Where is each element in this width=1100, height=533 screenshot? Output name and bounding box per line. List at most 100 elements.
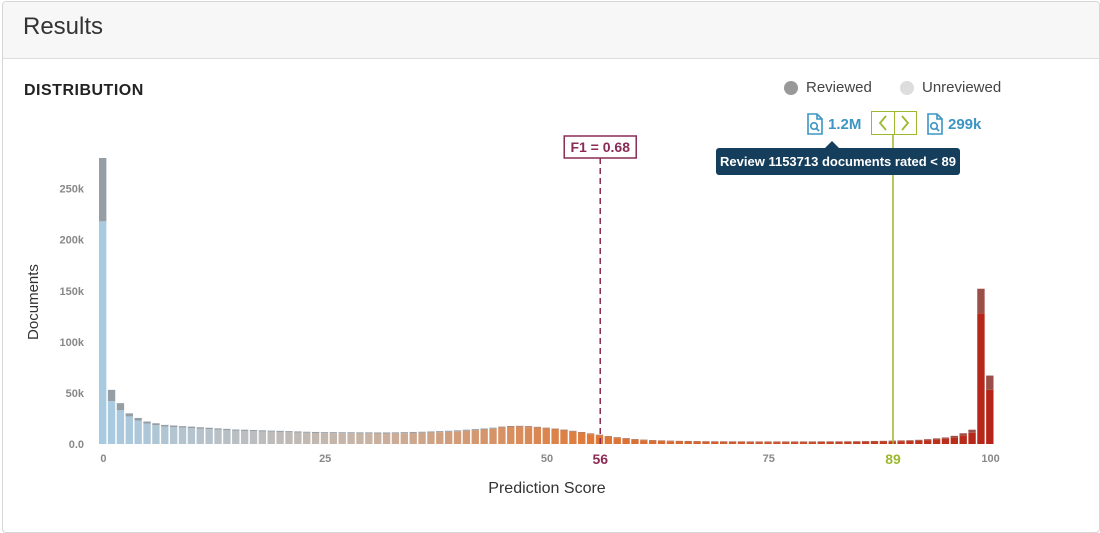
bar-unreviewed[interactable] xyxy=(418,432,426,444)
bar-unreviewed[interactable] xyxy=(808,442,817,444)
bar-reviewed[interactable] xyxy=(294,431,302,433)
bar-reviewed[interactable] xyxy=(693,441,701,442)
bar-reviewed[interactable] xyxy=(569,430,577,432)
bar-reviewed[interactable] xyxy=(764,441,772,443)
bar-reviewed[interactable] xyxy=(817,441,825,442)
bar-reviewed[interactable] xyxy=(950,435,959,438)
bar-reviewed[interactable] xyxy=(737,441,746,442)
bar-reviewed[interactable] xyxy=(400,432,408,434)
review-above-button[interactable]: 299k xyxy=(926,113,981,135)
bar-reviewed[interactable] xyxy=(240,429,249,431)
bar-unreviewed[interactable] xyxy=(471,430,479,444)
bar-reviewed[interactable] xyxy=(187,426,196,429)
legend-item-unreviewed[interactable]: Unreviewed xyxy=(900,79,1001,96)
bar-unreviewed[interactable] xyxy=(329,433,338,444)
threshold-prev-button[interactable] xyxy=(872,112,894,134)
bar-reviewed[interactable] xyxy=(382,432,391,434)
bar-unreviewed[interactable] xyxy=(400,433,408,444)
bar-unreviewed[interactable] xyxy=(320,433,329,444)
bar-reviewed[interactable] xyxy=(311,431,320,433)
bar-unreviewed[interactable] xyxy=(755,442,763,444)
bar-reviewed[interactable] xyxy=(258,430,267,432)
bar-unreviewed[interactable] xyxy=(578,432,586,444)
bar-unreviewed[interactable] xyxy=(675,441,683,444)
bar-unreviewed[interactable] xyxy=(427,432,435,444)
review-below-button[interactable]: 1.2M xyxy=(806,113,861,135)
bar-unreviewed[interactable] xyxy=(169,427,178,444)
bar-reviewed[interactable] xyxy=(755,441,763,443)
bar-reviewed[interactable] xyxy=(178,426,187,428)
bar-reviewed[interactable] xyxy=(267,430,275,432)
bar-unreviewed[interactable] xyxy=(338,433,346,444)
bar-reviewed[interactable] xyxy=(675,440,683,442)
bar-reviewed[interactable] xyxy=(169,425,178,428)
bar-unreviewed[interactable] xyxy=(453,431,462,444)
bar-unreviewed[interactable] xyxy=(879,441,888,444)
bar-unreviewed[interactable] xyxy=(790,442,799,444)
bar-reviewed[interactable] xyxy=(586,433,595,435)
bar-reviewed[interactable] xyxy=(631,439,639,440)
bar-unreviewed[interactable] xyxy=(631,439,639,444)
bar-unreviewed[interactable] xyxy=(666,441,675,444)
bar-reviewed[interactable] xyxy=(232,429,240,431)
bar-unreviewed[interactable] xyxy=(924,440,932,444)
bar-reviewed[interactable] xyxy=(719,441,728,442)
bar-reviewed[interactable] xyxy=(790,441,799,443)
bar-unreviewed[interactable] xyxy=(693,441,701,444)
bar-unreviewed[interactable] xyxy=(515,426,524,444)
bar-unreviewed[interactable] xyxy=(941,438,950,444)
bar-unreviewed[interactable] xyxy=(684,441,692,444)
bar-unreviewed[interactable] xyxy=(134,420,142,444)
bar-reviewed[interactable] xyxy=(374,432,382,434)
bar-unreviewed[interactable] xyxy=(604,436,613,444)
bar-unreviewed[interactable] xyxy=(888,441,896,444)
bar-reviewed[interactable] xyxy=(684,440,692,442)
bar-unreviewed[interactable] xyxy=(311,432,320,444)
bar-unreviewed[interactable] xyxy=(569,431,577,444)
bar-reviewed[interactable] xyxy=(515,425,524,427)
bar-unreviewed[interactable] xyxy=(977,313,985,444)
bar-unreviewed[interactable] xyxy=(542,428,550,444)
bar-reviewed[interactable] xyxy=(107,389,116,402)
bar-unreviewed[interactable] xyxy=(276,431,284,444)
bar-unreviewed[interactable] xyxy=(107,401,116,444)
bar-unreviewed[interactable] xyxy=(870,441,879,444)
bar-unreviewed[interactable] xyxy=(622,438,630,444)
bar-reviewed[interactable] xyxy=(249,430,258,432)
bar-unreviewed[interactable] xyxy=(187,428,196,444)
bar-unreviewed[interactable] xyxy=(374,433,382,444)
bar-unreviewed[interactable] xyxy=(959,435,967,444)
bar-reviewed[interactable] xyxy=(365,432,373,434)
bar-reviewed[interactable] xyxy=(640,439,648,441)
bar-reviewed[interactable] xyxy=(613,437,621,439)
bar-unreviewed[interactable] xyxy=(356,433,364,444)
bar-reviewed[interactable] xyxy=(329,432,338,434)
bar-unreviewed[interactable] xyxy=(551,429,559,445)
bar-unreviewed[interactable] xyxy=(950,437,959,444)
bar-unreviewed[interactable] xyxy=(409,432,417,444)
bar-reviewed[interactable] xyxy=(666,440,675,442)
bar-unreviewed[interactable] xyxy=(223,430,231,444)
bar-unreviewed[interactable] xyxy=(817,441,825,444)
bar-reviewed[interactable] xyxy=(622,438,630,439)
bar-unreviewed[interactable] xyxy=(719,441,728,445)
bar-reviewed[interactable] xyxy=(657,440,666,442)
bar-reviewed[interactable] xyxy=(773,441,781,443)
bar-unreviewed[interactable] xyxy=(489,428,497,444)
bar-unreviewed[interactable] xyxy=(657,441,666,444)
bar-unreviewed[interactable] xyxy=(444,431,453,444)
legend-item-reviewed[interactable]: Reviewed xyxy=(784,79,872,96)
bar-unreviewed[interactable] xyxy=(462,430,471,444)
bar-reviewed[interactable] xyxy=(799,441,808,443)
bar-reviewed[interactable] xyxy=(409,431,417,433)
bar-unreviewed[interactable] xyxy=(844,441,852,445)
bar-unreviewed[interactable] xyxy=(152,425,160,444)
bar-reviewed[interactable] xyxy=(551,428,559,430)
bar-reviewed[interactable] xyxy=(533,426,542,428)
bar-unreviewed[interactable] xyxy=(436,432,444,444)
bar-reviewed[interactable] xyxy=(338,432,346,434)
bar-reviewed[interactable] xyxy=(604,436,613,437)
bar-reviewed[interactable] xyxy=(968,429,976,433)
bar-reviewed[interactable] xyxy=(782,441,790,443)
bar-unreviewed[interactable] xyxy=(365,433,373,444)
